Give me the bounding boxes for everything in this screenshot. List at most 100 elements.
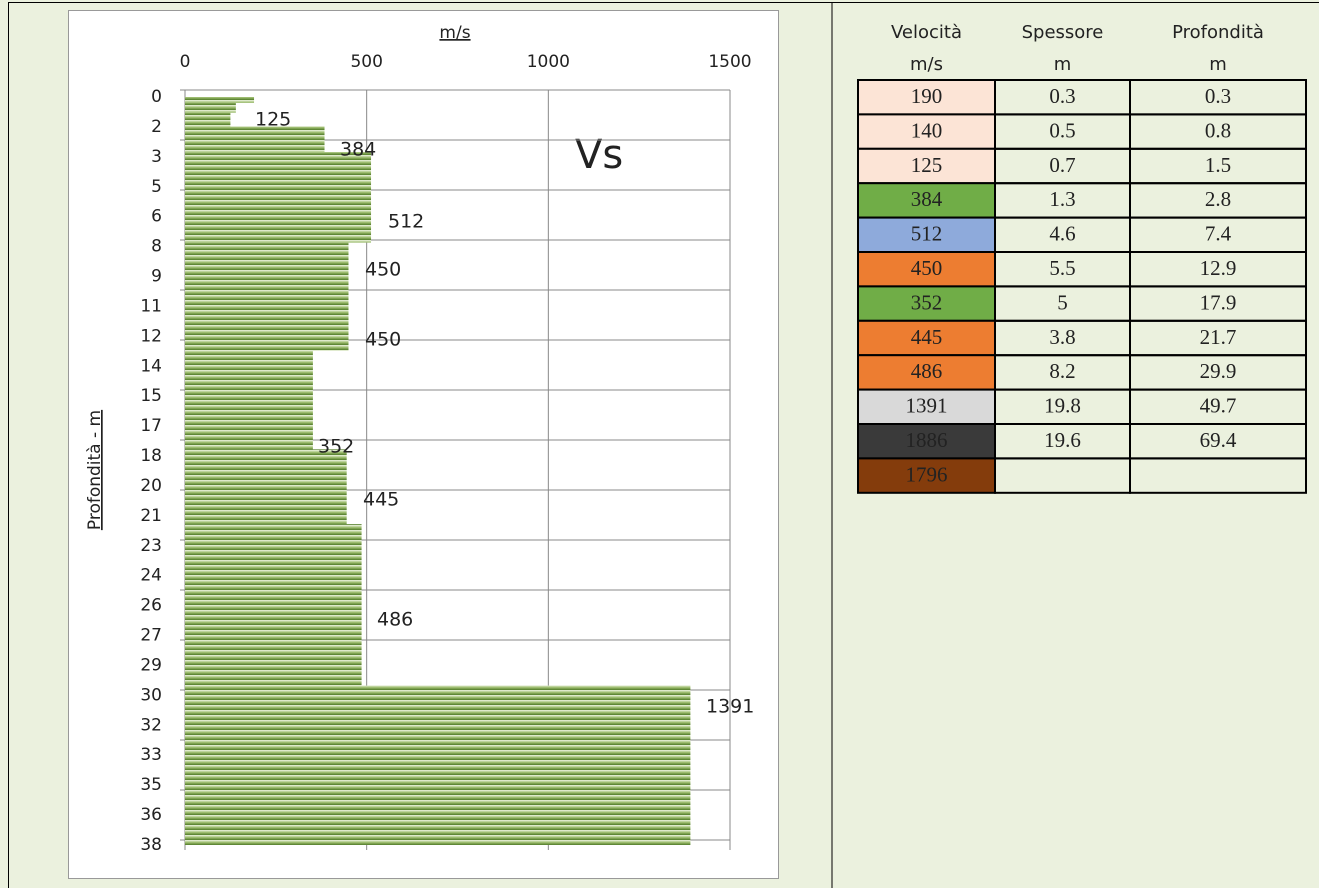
data-label: 1391 bbox=[706, 696, 754, 718]
y-tick-label: 35 bbox=[140, 775, 162, 795]
cell-text: 0.3 bbox=[1205, 84, 1231, 108]
bar bbox=[185, 685, 691, 845]
bar bbox=[185, 102, 236, 113]
cell-text: 1.5 bbox=[1205, 153, 1231, 177]
cell-text: 3.8 bbox=[1049, 325, 1075, 349]
y-tick-label: 24 bbox=[140, 566, 162, 586]
color-cell bbox=[858, 183, 995, 218]
cell-text: 0.8 bbox=[1205, 118, 1231, 142]
cell-text: 2.8 bbox=[1205, 187, 1231, 211]
cell-text: 1.3 bbox=[1049, 187, 1075, 211]
cell-text: 486 bbox=[911, 359, 943, 383]
cell-text: 4.6 bbox=[1049, 222, 1075, 246]
y-tick-label: 27 bbox=[140, 626, 162, 646]
color-cell bbox=[858, 458, 995, 493]
bar bbox=[185, 126, 325, 153]
color-cell bbox=[858, 252, 995, 287]
y-tick-label: 38 bbox=[140, 835, 162, 855]
cell-text: 29.9 bbox=[1200, 359, 1237, 383]
y-tick-label: 29 bbox=[140, 655, 162, 675]
bar bbox=[185, 152, 372, 243]
y-tick-label: 6 bbox=[151, 207, 162, 227]
cell-text: 49.7 bbox=[1200, 394, 1237, 418]
color-cell bbox=[858, 286, 995, 321]
cell-text: 1886 bbox=[906, 428, 948, 452]
color-cell bbox=[858, 217, 995, 252]
x-tick-label: 500 bbox=[350, 52, 382, 72]
cell-text: 19.6 bbox=[1044, 428, 1081, 452]
cell-text: 7.4 bbox=[1205, 222, 1232, 246]
color-cell bbox=[858, 389, 995, 424]
bar bbox=[185, 242, 349, 351]
cell-text: 1391 bbox=[906, 394, 948, 418]
data-label: 450 bbox=[365, 259, 401, 281]
cell-text: 450 bbox=[911, 256, 943, 280]
color-cell bbox=[858, 80, 995, 115]
table-header: Spessore bbox=[1022, 22, 1104, 43]
data-label: 486 bbox=[377, 609, 413, 631]
x-tick-label: 1500 bbox=[708, 52, 751, 72]
y-tick-label: 15 bbox=[140, 386, 162, 406]
cell-text: 5 bbox=[1057, 290, 1068, 314]
cell-text: 0.3 bbox=[1049, 84, 1075, 108]
y-tick-label: 0 bbox=[151, 87, 162, 107]
table-header: m bbox=[1209, 54, 1227, 75]
color-cell bbox=[858, 424, 995, 459]
cell-text: 140 bbox=[911, 118, 943, 142]
frame bbox=[8, 2, 1319, 888]
y-tick-label: 11 bbox=[140, 296, 162, 316]
table-header: m bbox=[1054, 54, 1072, 75]
data-label: 384 bbox=[340, 139, 376, 161]
cell-text: 384 bbox=[911, 187, 943, 211]
y-tick-label: 3 bbox=[151, 147, 162, 167]
color-cell bbox=[858, 148, 995, 184]
bar bbox=[185, 97, 255, 103]
cell-text: 1796 bbox=[906, 462, 948, 486]
bar bbox=[185, 350, 313, 450]
y-tick-label: 14 bbox=[140, 356, 162, 376]
y-tick-label: 36 bbox=[140, 805, 162, 825]
y-tick-label: 33 bbox=[140, 745, 162, 765]
data-label: 125 bbox=[255, 109, 291, 131]
cell-text: 190 bbox=[911, 84, 943, 108]
x-axis-title: m/s bbox=[439, 23, 470, 43]
y-tick-label: 32 bbox=[140, 715, 162, 735]
y-tick-label: 8 bbox=[151, 237, 162, 257]
cell bbox=[994, 457, 1131, 494]
cell-text: 0.5 bbox=[1049, 118, 1075, 142]
bar bbox=[185, 449, 347, 525]
cell-text: 8.2 bbox=[1049, 359, 1075, 383]
x-tick-label: 1000 bbox=[527, 52, 570, 72]
bar bbox=[185, 112, 231, 127]
data-label: 512 bbox=[388, 211, 424, 233]
color-cell bbox=[858, 320, 995, 356]
cell-text: 19.8 bbox=[1044, 394, 1081, 418]
data-label: 450 bbox=[365, 329, 401, 351]
color-cell bbox=[858, 355, 995, 390]
y-tick-label: 17 bbox=[140, 416, 162, 436]
y-tick-label: 9 bbox=[151, 267, 162, 287]
y-axis-title: Profondità - m bbox=[85, 410, 105, 530]
color-cell bbox=[858, 114, 995, 149]
y-tick-label: 18 bbox=[140, 446, 162, 466]
data-label: 352 bbox=[318, 436, 354, 458]
cell-text: 352 bbox=[911, 290, 943, 314]
cell bbox=[1129, 457, 1307, 494]
y-tick-label: 23 bbox=[140, 536, 162, 556]
data-label: 445 bbox=[363, 489, 399, 511]
annotation: Vs bbox=[575, 132, 623, 178]
table-header: Velocità bbox=[891, 22, 962, 43]
cell-text: 12.9 bbox=[1200, 256, 1237, 280]
cell-text: 69.4 bbox=[1200, 428, 1237, 452]
y-tick-label: 2 bbox=[151, 117, 162, 137]
cell-text: 5.5 bbox=[1049, 256, 1075, 280]
y-tick-label: 26 bbox=[140, 596, 162, 616]
cell-text: 0.7 bbox=[1049, 153, 1075, 177]
cell-text: 17.9 bbox=[1200, 290, 1237, 314]
cell-text: 512 bbox=[911, 222, 943, 246]
bar bbox=[185, 524, 362, 686]
cell-text: 21.7 bbox=[1200, 325, 1237, 349]
y-tick-label: 12 bbox=[140, 326, 162, 346]
x-tick-label: 0 bbox=[180, 52, 191, 72]
